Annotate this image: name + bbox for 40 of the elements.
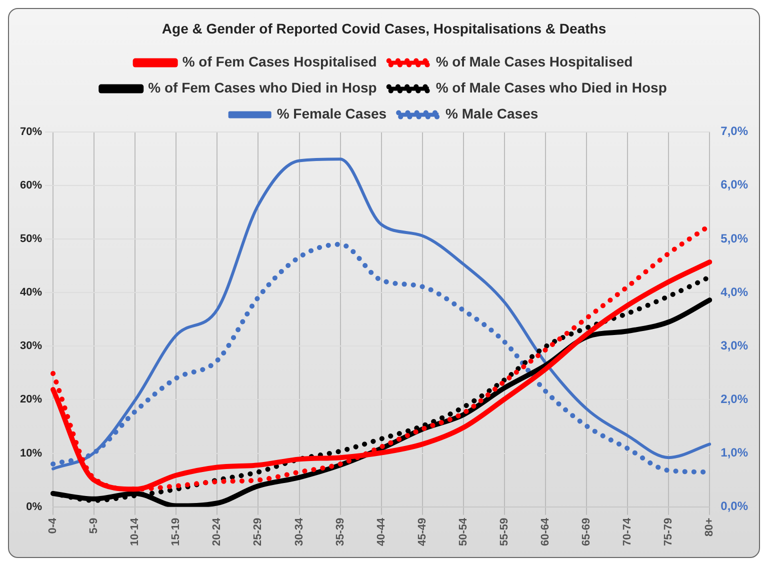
y2-tick-label: 1,0% (720, 446, 748, 460)
x-tick-label: 45-49 (416, 518, 428, 546)
x-tick-label: 40-44 (375, 516, 388, 546)
legend-label: % of Male Cases Hospitalised (436, 54, 633, 70)
y-tick-label: 30% (20, 340, 42, 352)
y2-tick-label: 3,0% (720, 338, 748, 352)
y-tick-label: 20% (20, 394, 42, 406)
x-tick-label: 10-14 (129, 516, 142, 546)
y-tick-label: 0% (26, 500, 42, 513)
y2-tick-label: 5,0% (720, 231, 748, 246)
y-tick-label: 50% (20, 232, 42, 245)
y2-tick-label: 6,0% (720, 178, 748, 192)
y2-tick-label: 2,0% (720, 392, 748, 406)
legend-label: % Male Cases (446, 106, 538, 122)
x-tick-label: 0-4 (47, 516, 60, 534)
x-tick-label: 70-74 (622, 516, 634, 546)
y2-tick-label: 4,0% (720, 284, 748, 299)
x-tick-label: 25-29 (252, 518, 264, 546)
y2-tick-label: 0,0% (720, 499, 748, 514)
y2-tick-label: 7,0% (720, 124, 748, 138)
chart-title: Age & Gender of Reported Covid Cases, Hospitalisations & Deaths (162, 20, 606, 36)
x-tick-label: 80+ (704, 518, 716, 537)
legend-label: % of Male Cases who Died in Hosp (436, 80, 667, 96)
y-tick-label: 70% (20, 126, 42, 138)
x-tick-label: 60-64 (540, 516, 552, 546)
y-tick-label: 60% (20, 179, 42, 192)
legend-label: % of Fem Cases Hospitalised (182, 54, 377, 70)
x-tick-label: 65-69 (580, 518, 593, 546)
x-tick-label: 5-9 (88, 518, 100, 534)
x-tick-label: 15-19 (170, 518, 182, 546)
y-tick-label: 10% (20, 447, 42, 460)
legend-label: % Female Cases (276, 106, 387, 122)
x-tick-label: 75-79 (662, 518, 675, 546)
x-tick-label: 30-34 (293, 516, 306, 546)
x-tick-label: 50-54 (457, 516, 470, 546)
x-tick-label: 55-59 (498, 518, 510, 546)
x-tick-label: 35-39 (334, 518, 346, 546)
legend-label: % of Fem Cases who Died in Hosp (148, 80, 377, 96)
y-tick-label: 40% (20, 286, 42, 299)
x-tick-label: 20-24 (211, 516, 224, 546)
